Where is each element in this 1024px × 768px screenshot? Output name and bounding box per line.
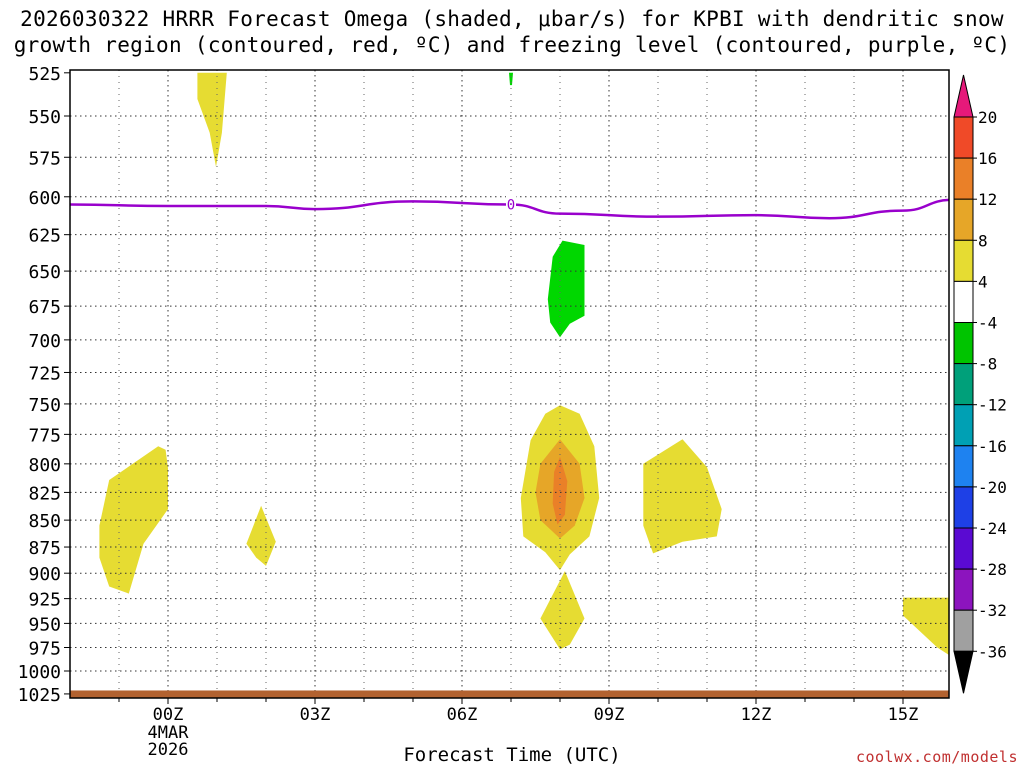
colorbar-box	[953, 157, 974, 200]
y-tick-label-800: 800	[28, 455, 61, 476]
colorbar-label: 12	[978, 190, 997, 209]
colorbar-label: -28	[978, 560, 1007, 579]
colorbar-box	[953, 445, 974, 488]
freezing-level-layer: 0	[70, 195, 949, 220]
colorbar-label: -12	[978, 396, 1007, 415]
colorbar-label: 20	[978, 108, 997, 127]
colorbar-label: -24	[978, 519, 1007, 538]
credit-text: coolwx.com/models	[855, 748, 1018, 766]
y-tick-label-750: 750	[28, 395, 61, 416]
x-tick-label-12Z: 12Z	[741, 705, 772, 725]
x-tick-label-06Z: 06Z	[447, 705, 478, 725]
y-tick-label-575: 575	[28, 148, 61, 169]
y-tick-label-675: 675	[28, 297, 61, 318]
y-tick-label-650: 650	[28, 262, 61, 283]
y-tick-label-1025: 1025	[18, 685, 61, 706]
omega-region-left-yellow	[99, 446, 168, 594]
colorbar-label: -8	[978, 355, 997, 374]
ground-band	[70, 690, 949, 698]
colorbar-box	[953, 568, 974, 611]
colorbar-box	[953, 486, 974, 529]
omega-region-far-right-yellow	[903, 597, 949, 656]
colorbar-box	[953, 116, 974, 159]
y-tick-label-700: 700	[28, 331, 61, 352]
colorbar-label: 16	[978, 149, 997, 168]
y-axis: 525 550 575 600 625 650 675 700 725 750 775 800 825 8…	[18, 64, 70, 706]
omega-region-lower-central-yellow	[540, 571, 585, 650]
colorbar-label: 8	[978, 231, 988, 250]
y-tick-label-1000: 1000	[18, 662, 61, 683]
date-label-day: 4MAR	[148, 723, 190, 743]
freezing-label-bg	[506, 195, 516, 212]
x-tick-label-00Z: 00Z	[153, 705, 184, 725]
colorbar-label: -36	[978, 642, 1007, 661]
colorbar-box	[953, 609, 974, 652]
x-tick-label-09Z: 09Z	[594, 705, 625, 725]
omega-region-small-yellow	[246, 505, 276, 566]
colorbar-box	[953, 527, 974, 570]
ground-layer	[70, 690, 949, 698]
colorbar-label: -16	[978, 437, 1007, 456]
colorbar-box	[953, 363, 974, 406]
colorbar-label: -32	[978, 601, 1007, 620]
colorbar-box	[953, 198, 974, 241]
y-tick-label-775: 775	[28, 425, 61, 446]
omega-region-small-green-top	[509, 72, 513, 86]
y-tick-label-900: 900	[28, 564, 61, 585]
chart-title: 2026030322 HRRR Forecast Omega (shaded, …	[0, 6, 1024, 58]
y-tick-label-975: 975	[28, 638, 61, 659]
colorbar: 20 16 12 8 4 -4 -8 -12 -16 -20 -24 -28 -32 -36	[953, 74, 1007, 694]
x-axis-label: Forecast Time (UTC)	[403, 744, 621, 766]
colorbar-label: -20	[978, 478, 1007, 497]
y-tick-label-850: 850	[28, 511, 61, 532]
colorbar-label: 4	[978, 272, 988, 291]
colorbar-top-triangle	[953, 74, 974, 118]
y-tick-label-625: 625	[28, 226, 61, 247]
colorbar-box	[953, 239, 974, 282]
colorbar-bottom-triangle	[953, 650, 974, 694]
omega-region-right-yellow	[643, 439, 722, 554]
y-tick-label-950: 950	[28, 614, 61, 635]
y-tick-label-875: 875	[28, 538, 61, 559]
y-tick-label-725: 725	[28, 363, 61, 384]
colorbar-box	[953, 280, 974, 323]
freezing-level-label: 0	[507, 197, 515, 213]
title-line-2: growth region (contoured, red, ºC) and f…	[13, 33, 1011, 57]
colorbar-label: -4	[978, 314, 997, 333]
plot-frame	[69, 69, 950, 699]
x-tick-label-15Z: 15Z	[888, 705, 919, 725]
grid-lines	[70, 70, 949, 698]
omega-region-upper-yellow	[197, 72, 227, 167]
title-line-1: 2026030322 HRRR Forecast Omega (shaded, …	[20, 7, 1004, 31]
omega-region-green	[547, 240, 585, 338]
colorbar-box	[953, 404, 974, 447]
colorbar-box	[953, 322, 974, 365]
y-tick-label-600: 600	[28, 188, 61, 209]
y-tick-label-925: 925	[28, 590, 61, 611]
date-label-year: 2026	[148, 740, 189, 760]
x-tick-label-03Z: 03Z	[300, 705, 331, 725]
y-tick-label-550: 550	[28, 107, 61, 128]
y-tick-label-525: 525	[28, 64, 61, 85]
y-tick-label-825: 825	[28, 483, 61, 504]
omega-shading-layer	[99, 72, 949, 656]
freezing-level-line	[70, 198, 949, 220]
